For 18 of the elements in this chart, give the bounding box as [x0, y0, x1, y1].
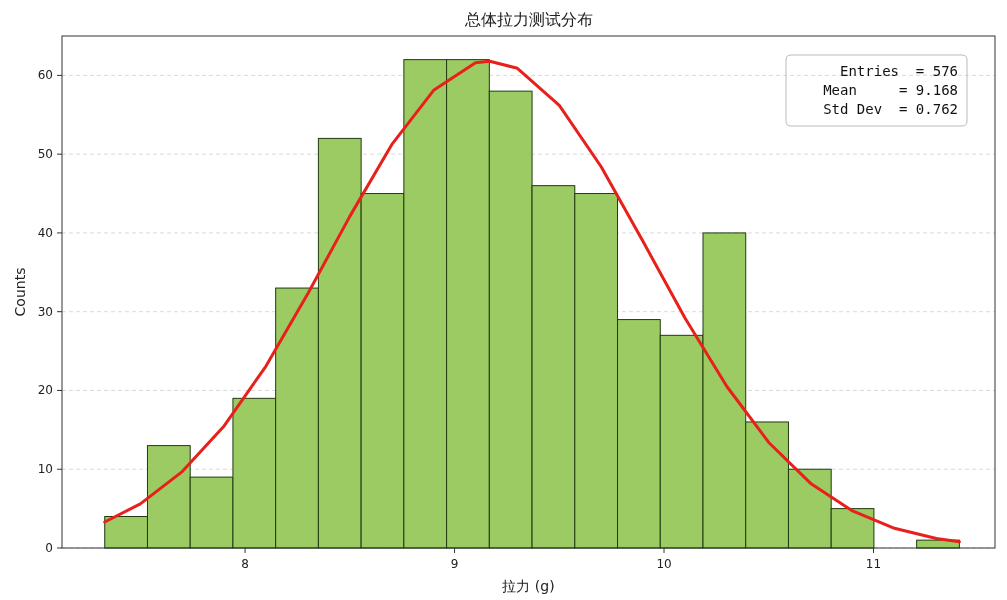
annotation: Entries = 576	[839, 63, 958, 79]
y-tick-label: 50	[37, 147, 53, 162]
y-tick-label: 30	[37, 304, 53, 319]
chart-title: 总体拉力测试分布	[463, 10, 593, 29]
annotation: Mean = 9.168	[823, 82, 958, 98]
y-tick-label: 40	[37, 225, 53, 240]
y-tick-label: 20	[37, 383, 53, 398]
x-tick-label: 8	[241, 557, 249, 571]
y-axis-title: Counts	[12, 267, 28, 317]
y-tick-label: 0	[45, 541, 53, 555]
annotation: Std Dev = 0.762	[823, 101, 958, 117]
x-tick-label: 9	[450, 557, 459, 571]
x-tick-label: 10	[656, 557, 672, 571]
y-tick-label: 60	[37, 68, 53, 83]
x-axis-title: 拉力 (g)	[502, 578, 555, 594]
line-series	[103, 59, 961, 544]
x-tick-label: 11	[865, 557, 882, 571]
y-tick-label: 10	[37, 462, 53, 477]
